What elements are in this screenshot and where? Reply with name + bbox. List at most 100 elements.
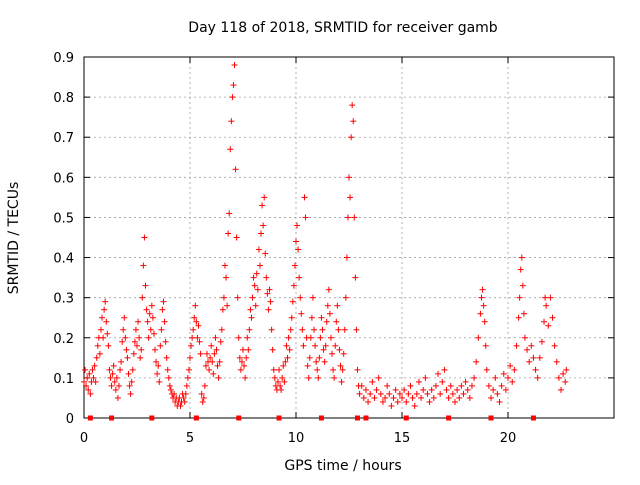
data-point [253,270,260,277]
data-point [229,94,236,101]
data-point [162,338,169,345]
data-point [482,342,489,349]
data-point [318,314,325,321]
data-point [513,342,520,349]
data-point [509,378,516,385]
data-point [213,346,220,353]
data-point [473,358,480,365]
data-point [149,314,156,321]
data-point [462,378,469,385]
data-point [471,374,478,381]
data-point [180,394,187,401]
data-point [92,378,99,385]
data-point [267,298,274,305]
data-point [140,262,147,269]
baseline-marker [354,415,360,421]
data-point [384,382,391,389]
data-point [516,294,523,301]
data-point [500,370,507,377]
data-point [136,334,143,341]
data-point [311,326,318,333]
data-point [369,378,376,385]
data-point [549,314,556,321]
data-point [456,394,463,401]
data-point [108,382,115,389]
data-point [390,394,397,401]
data-point [286,346,293,353]
data-point [528,342,535,349]
data-point [114,394,121,401]
data-point [344,214,351,221]
data-point [125,370,132,377]
data-point [223,274,230,281]
data-point [243,354,250,361]
data-point [424,390,431,397]
data-point [119,338,126,345]
data-point [227,146,234,153]
data-point [411,402,418,409]
data-point [124,354,131,361]
data-point [185,366,192,373]
data-point [102,298,109,305]
data-point [207,354,214,361]
baseline-marker [403,415,409,421]
data-point [405,390,412,397]
y-tick-label: 0.3 [53,292,74,307]
data-point [214,362,221,369]
data-point [189,334,196,341]
data-point [295,246,302,253]
baseline-marker [530,415,536,421]
data-point [87,390,94,397]
data-point [152,346,159,353]
data-point [329,350,336,357]
data-point [139,294,146,301]
y-tick-label: 0.5 [53,211,74,226]
data-point [84,374,91,381]
data-point [530,354,537,361]
data-point [324,302,331,309]
data-point [454,386,461,393]
data-point [466,394,473,401]
data-point [341,326,348,333]
data-point [144,318,151,325]
data-point [524,346,531,353]
data-point [90,374,97,381]
data-point [212,334,219,341]
data-point [234,294,241,301]
data-point [181,398,188,405]
data-point [104,330,111,337]
data-point [377,390,384,397]
data-point [332,342,339,349]
data-point [534,374,541,381]
y-tick-label: 0.7 [53,131,74,146]
data-point [126,382,133,389]
data-point [142,282,149,289]
data-point [203,350,210,357]
data-point [343,254,350,261]
data-point [206,366,213,373]
data-point [258,230,265,237]
data-point [399,394,405,401]
baseline-marker [488,415,494,421]
data-point [319,326,326,333]
data-point [312,342,319,349]
data-point [167,386,174,393]
data-point [196,338,203,345]
data-point [201,382,208,389]
data-point [297,294,304,301]
data-point [164,366,171,373]
data-point [375,374,382,381]
data-point [247,306,254,313]
data-point [246,326,253,333]
data-point [371,394,378,401]
data-point [225,230,232,237]
data-point [195,322,202,329]
data-point [265,306,272,313]
data-point [302,214,309,221]
data-point [250,274,257,281]
baseline-marker [109,415,115,421]
data-point [518,254,525,261]
data-point [105,342,112,349]
data-point [293,238,299,245]
